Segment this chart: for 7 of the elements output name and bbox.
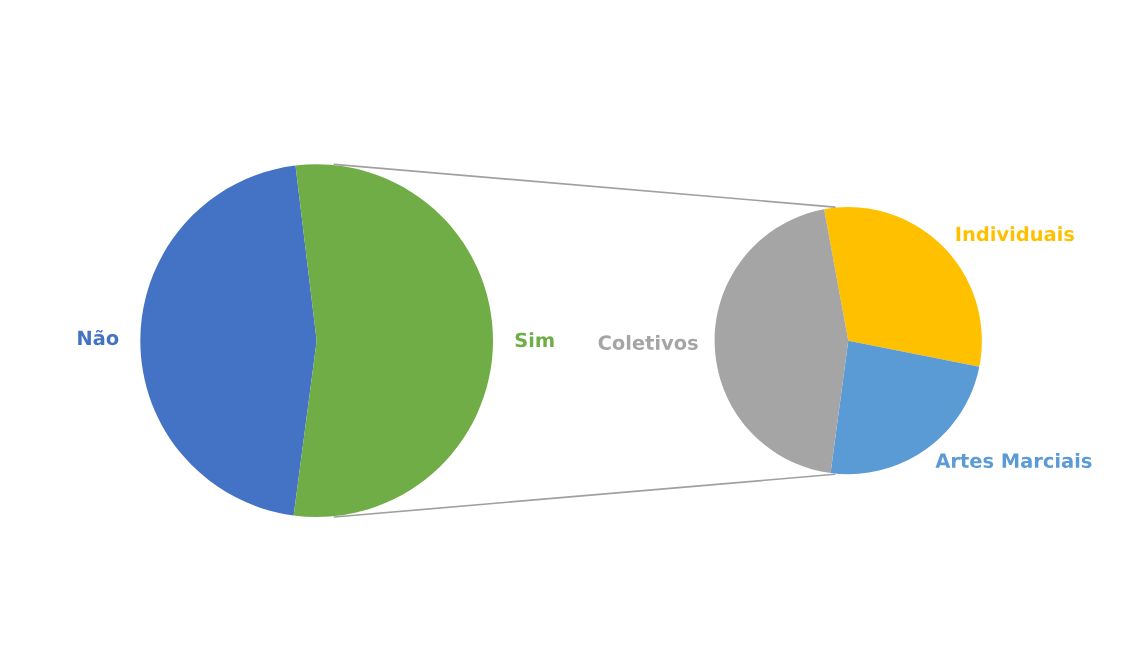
- slice-label: Não: [78, 329, 119, 346]
- pie-slice: [140, 165, 317, 516]
- slice-label: Artes Marciais: [935, 452, 1092, 468]
- slice-label: Coletivos: [598, 334, 698, 350]
- slice-label: Sim: [515, 332, 554, 348]
- slice-label: Individuais: [956, 226, 1074, 242]
- pie-slice: [293, 164, 494, 518]
